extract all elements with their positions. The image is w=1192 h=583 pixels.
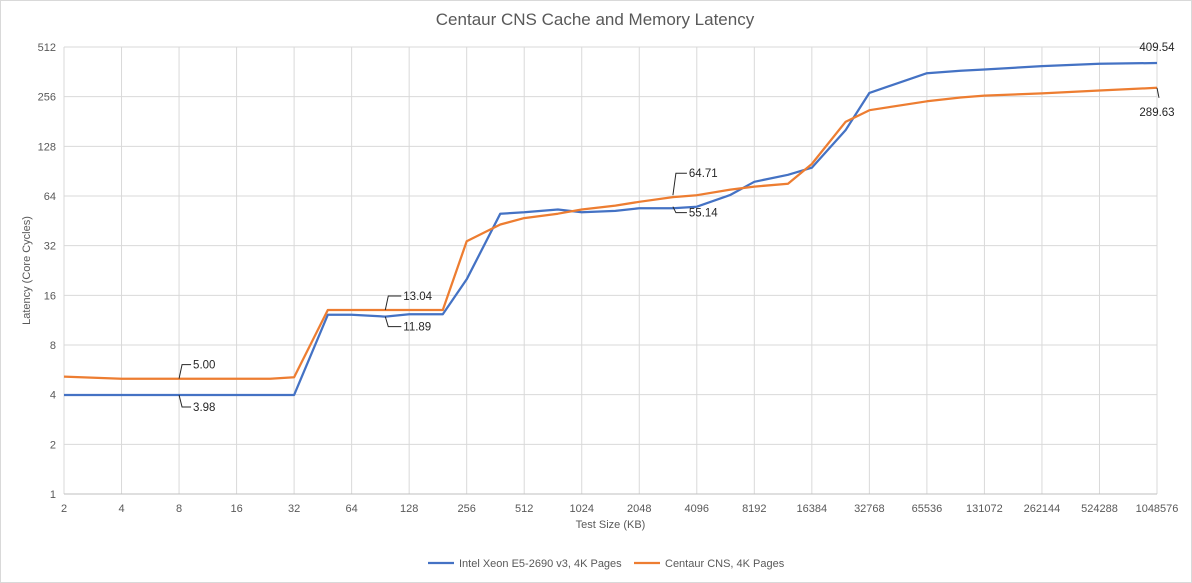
- legend-label-1: Intel Xeon E5-2690 v3, 4K Pages: [459, 558, 622, 570]
- x-tick-label: 4096: [685, 503, 709, 515]
- data-label-leader: [672, 172, 687, 196]
- x-tick-label: 32: [288, 503, 300, 515]
- y-axis-label: Latency (Core Cycles): [21, 216, 33, 325]
- x-axis-label: Test Size (KB): [576, 519, 646, 531]
- x-tick-label: 512: [515, 503, 533, 515]
- x-tick-label: 131072: [966, 503, 1003, 515]
- y-tick-label: 256: [38, 92, 56, 104]
- x-tick-label: 2: [61, 503, 67, 515]
- data-label: 64.71: [689, 168, 718, 180]
- y-tick-label: 64: [44, 191, 56, 203]
- legend: Intel Xeon E5-2690 v3, 4K Pages Centaur C…: [428, 558, 785, 570]
- x-tick-label: 262144: [1024, 503, 1061, 515]
- x-tick-label: 64: [346, 503, 358, 515]
- x-tick-label: 1048576: [1136, 503, 1179, 515]
- y-tick-label: 1: [50, 489, 56, 501]
- data-label: 11.89: [403, 322, 431, 334]
- data-label: 409.54: [1139, 42, 1175, 54]
- chart-title: Centaur CNS Cache and Memory Latency: [435, 10, 755, 29]
- x-tick-label: 524288: [1081, 503, 1118, 515]
- data-labels: 5.00 3.98 13.04 11.89 64.71 55.14 409.54 289.63: [178, 42, 1175, 414]
- x-axis-ticks: 2 4 8 16 32 64 128 256 512 1024 2048 4096 8192 16384 3…: [61, 503, 1178, 515]
- x-tick-label: 8: [176, 503, 182, 515]
- legend-label-2: Centaur CNS, 4K Pages: [665, 558, 785, 570]
- y-tick-label: 128: [38, 141, 56, 153]
- data-label: 55.14: [689, 208, 718, 220]
- x-tick-label: 1024: [569, 503, 593, 515]
- y-axis-ticks: 1 2 4 8 16 32 64 128 256 512: [38, 42, 56, 501]
- series-line-2: [63, 86, 1158, 380]
- data-label-leader: [672, 206, 687, 214]
- data-label: 5.00: [193, 360, 215, 372]
- x-tick-label: 128: [400, 503, 418, 515]
- y-tick-label: 4: [50, 390, 56, 402]
- x-tick-label: 65536: [912, 503, 943, 515]
- data-label: 289.63: [1139, 107, 1174, 119]
- x-tick-label: 16: [230, 503, 242, 515]
- y-tick-label: 16: [44, 290, 56, 302]
- x-tick-label: 2048: [627, 503, 651, 515]
- series-lines: [63, 61, 1158, 397]
- data-label-leader: [384, 295, 402, 311]
- x-tick-label: 4: [118, 503, 124, 515]
- data-label: 3.98: [193, 402, 215, 414]
- data-label-leader: [384, 316, 402, 328]
- data-label-leader: [1156, 87, 1160, 98]
- data-label-leader: [178, 394, 192, 408]
- y-tick-label: 512: [38, 42, 56, 54]
- x-tick-label: 16384: [797, 503, 828, 515]
- x-tick-label: 256: [458, 503, 476, 515]
- y-tick-label: 2: [50, 439, 56, 451]
- gridlines: [63, 46, 1158, 495]
- x-tick-label: 8192: [742, 503, 766, 515]
- data-label-leader: [178, 364, 192, 379]
- x-tick-label: 32768: [854, 503, 885, 515]
- y-tick-label: 8: [50, 340, 56, 352]
- data-label: 13.04: [403, 291, 432, 303]
- y-tick-label: 32: [44, 241, 56, 253]
- series-line-1: [64, 61, 1158, 397]
